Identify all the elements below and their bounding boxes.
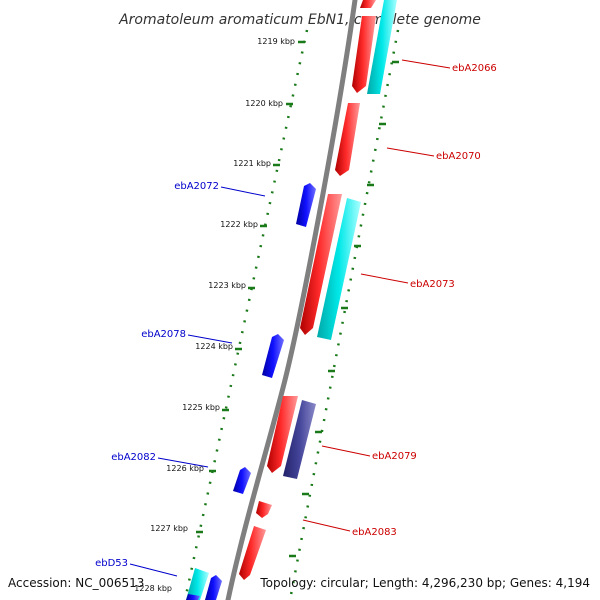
accession-text: Accession: NC_006513 (8, 576, 144, 590)
navy-feature (283, 400, 316, 479)
forward-genes (239, 0, 376, 580)
tick-label: 1228 kbp (134, 584, 172, 593)
cyan-feature (317, 198, 361, 340)
gene-label-ebA2082[interactable]: ebA2082 (111, 452, 156, 463)
genome-summary-text: Topology: circular; Length: 4,296,230 bp… (259, 576, 590, 590)
gene-label-ebD53[interactable]: ebD53 (95, 558, 128, 569)
tick-label: 1227 kbp (150, 524, 188, 533)
label-connectors (129, 59, 451, 577)
gene-arrow (352, 16, 376, 93)
tick-label: 1224 kbp (195, 342, 233, 351)
gene-arrow (360, 0, 376, 8)
gene-arrow (300, 194, 342, 335)
gene-labels: ebA2066 ebA2070 ebA2072 ebA2073 ebA2078 … (95, 63, 497, 569)
tick-label: 1220 kbp (245, 99, 283, 108)
tick-label: 1222 kbp (220, 220, 258, 229)
gene-arrow (256, 501, 272, 518)
gene-label-ebA2072[interactable]: ebA2072 (174, 181, 219, 192)
cyan-feature (186, 568, 209, 600)
gene-arrow (335, 103, 360, 176)
gene-label-ebA2070[interactable]: ebA2070 (436, 151, 481, 162)
gene-label-ebA2073[interactable]: ebA2073 (410, 279, 455, 290)
gene-arrow (296, 183, 316, 227)
gene-arrow (262, 334, 284, 378)
genome-backbone (225, 0, 358, 600)
gene-label-ebA2079[interactable]: ebA2079 (372, 451, 417, 462)
tick-label: 1221 kbp (233, 159, 271, 168)
tick-label: 1223 kbp (208, 281, 246, 290)
gene-arrow (267, 396, 298, 473)
tick-label: 1225 kbp (182, 403, 220, 412)
reverse-genes (186, 183, 316, 600)
gene-label-ebA2078[interactable]: ebA2078 (141, 329, 186, 340)
gene-arrow (186, 594, 200, 600)
tick-rail-inner (183, 29, 309, 600)
gene-arrow (239, 526, 266, 580)
gene-arrow (233, 467, 251, 494)
tick-label: 1226 kbp (166, 464, 204, 473)
tick-label: 1219 kbp (257, 37, 295, 46)
gene-arrow (205, 575, 222, 600)
gene-label-ebA2083[interactable]: ebA2083 (352, 527, 397, 538)
cyan-feature (367, 0, 397, 94)
gene-label-ebA2066[interactable]: ebA2066 (452, 63, 497, 74)
cyan-features (186, 0, 397, 600)
tick-labels: 1219 kbp 1220 kbp 1221 kbp 1222 kbp 1223… (134, 37, 295, 593)
tick-marks (196, 40, 399, 558)
map-title: Aromatoleum aromaticum EbN1, complete ge… (118, 12, 481, 28)
